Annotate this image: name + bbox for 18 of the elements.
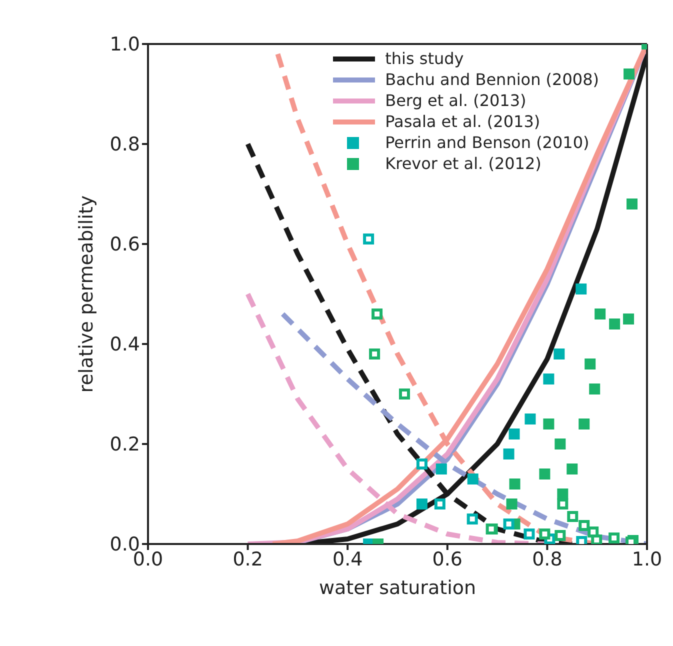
y-tick-label: 0.2: [110, 434, 140, 456]
y-tick-label: 1.0: [110, 34, 140, 56]
legend-label: Perrin and Benson (2010): [385, 132, 590, 153]
legend-label: Pasala et al. (2013): [385, 111, 540, 132]
legend-label: Krevor et al. (2012): [385, 153, 542, 174]
legend-label: Berg et al. (2013): [385, 90, 526, 111]
x-tick-label: 1.0: [632, 548, 662, 570]
x-tick-label: 0.4: [332, 548, 363, 570]
x-tick-label: 0.8: [532, 548, 562, 570]
legend-label: this study: [385, 48, 464, 69]
y-tick-label: 0.6: [110, 234, 140, 256]
x-tick-label: 0.6: [432, 548, 463, 570]
y-axis-title: relative permeability: [76, 195, 98, 393]
legend-label: Bachu and Bennion (2008): [385, 69, 599, 90]
x-axis-title: water saturation: [318, 577, 476, 599]
y-tick-label: 0.8: [110, 134, 140, 156]
x-tick-label: 0.2: [232, 548, 263, 570]
y-tick-label: 0.4: [110, 334, 140, 356]
